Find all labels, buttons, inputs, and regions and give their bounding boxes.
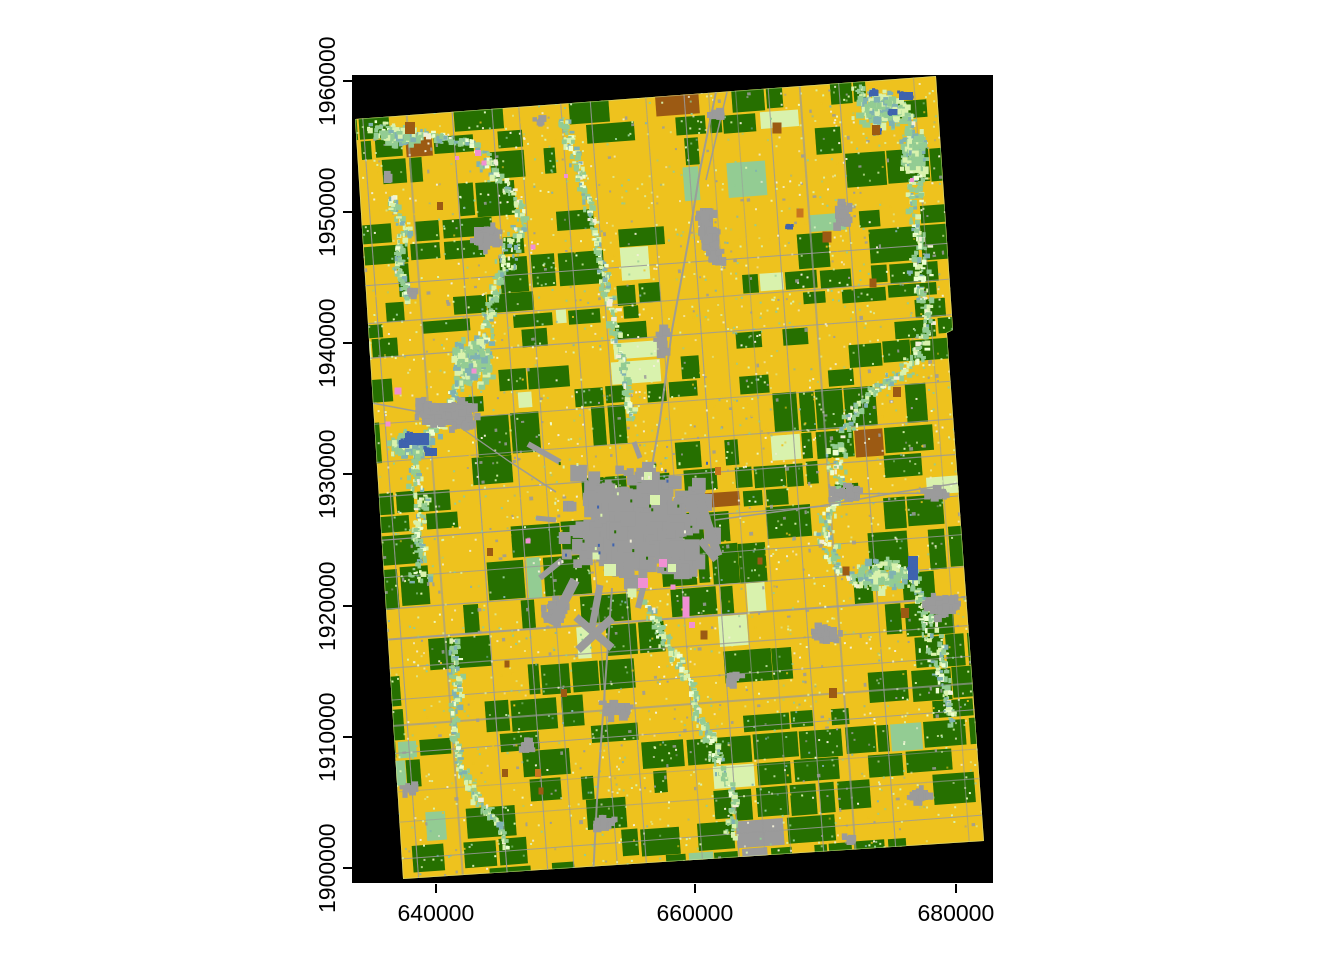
plot-area [352, 75, 993, 883]
x-tick-label: 640000 [397, 900, 475, 926]
y-tick [343, 80, 352, 82]
y-tick [343, 342, 352, 344]
x-tick-label: 660000 [656, 900, 734, 926]
y-tick-label: 1960000 [313, 36, 340, 126]
y-tick [343, 736, 352, 738]
x-tick [955, 884, 957, 893]
y-tick-label: 1920000 [313, 561, 340, 651]
y-tick [343, 473, 352, 475]
y-tick-label: 1900000 [313, 823, 340, 913]
y-tick-label: 1950000 [313, 167, 340, 257]
y-tick-label: 1930000 [313, 429, 340, 519]
x-tick [435, 884, 437, 893]
y-tick-label: 1940000 [313, 298, 340, 388]
x-tick-label: 680000 [917, 900, 995, 926]
x-tick [694, 884, 696, 893]
y-tick [343, 211, 352, 213]
y-tick-label: 1910000 [313, 692, 340, 782]
y-tick [343, 605, 352, 607]
y-tick [343, 867, 352, 869]
